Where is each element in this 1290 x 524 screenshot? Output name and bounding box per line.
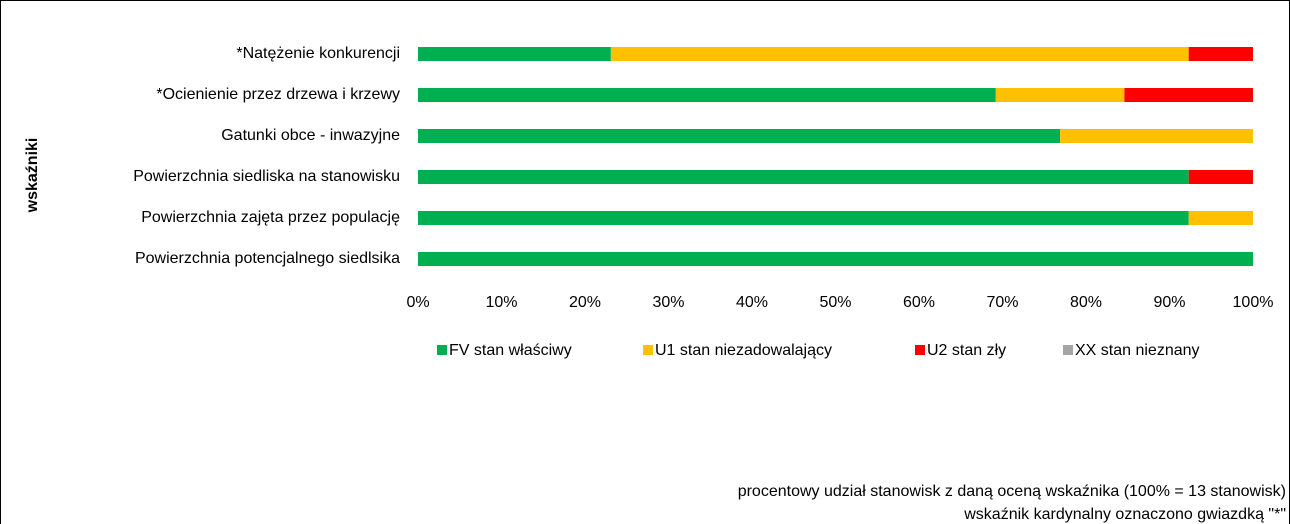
bar-segment [418, 129, 1061, 143]
legend-label: XX stan nieznany [1075, 342, 1200, 359]
x-tick-label: 50% [819, 294, 851, 311]
x-tick-label: 20% [569, 294, 601, 311]
x-tick-label: 0% [406, 294, 429, 311]
x-tick-label: 60% [903, 294, 935, 311]
legend-label: FV stan właściwy [449, 342, 572, 359]
x-tick-label: 10% [485, 294, 517, 311]
legend-swatch [437, 345, 447, 355]
y-axis-label: wskaźniki [24, 138, 41, 214]
x-tick-label: 80% [1070, 294, 1102, 311]
bar-segment [418, 211, 1189, 225]
legend-label: U1 stan niezadowalający [655, 342, 832, 359]
note: procentowy udział stanowisk z daną oceną… [738, 483, 1286, 500]
y-tick-label: *Natężenie konkurencji [236, 45, 400, 62]
x-tick-label: 30% [652, 294, 684, 311]
bar-segment [418, 88, 996, 102]
x-tick-label: 70% [986, 294, 1018, 311]
bar-segment [418, 252, 1253, 266]
bar-segment [610, 47, 1189, 61]
bar-segment [1188, 170, 1253, 184]
legend-swatch [1063, 345, 1073, 355]
x-tick-label: 100% [1233, 294, 1274, 311]
bar-segment [1060, 129, 1253, 143]
bar-segment [418, 47, 611, 61]
note: wskaźnik kardynalny oznaczono gwiazdką "… [963, 506, 1286, 523]
bar-segment [1188, 211, 1253, 225]
y-tick-label: Powierzchnia siedliska na stanowisku [133, 168, 400, 185]
legend-swatch [915, 345, 925, 355]
y-tick-label: Powierzchnia zajęta przez populację [141, 209, 400, 226]
y-tick-label: *Ocienienie przez drzewa i krzewy [156, 86, 400, 103]
x-tick-label: 40% [736, 294, 768, 311]
x-tick-label: 90% [1153, 294, 1185, 311]
bar-segment [418, 170, 1189, 184]
bar-segment [1188, 47, 1253, 61]
y-tick-label: Gatunki obce - inwazyjne [221, 127, 400, 144]
bar-segment [995, 88, 1125, 102]
legend-label: U2 stan zły [927, 342, 1006, 359]
y-tick-label: Powierzchnia potencjalnego siedlsika [135, 250, 400, 267]
bar-segment [1124, 88, 1253, 102]
legend-swatch [643, 345, 653, 355]
